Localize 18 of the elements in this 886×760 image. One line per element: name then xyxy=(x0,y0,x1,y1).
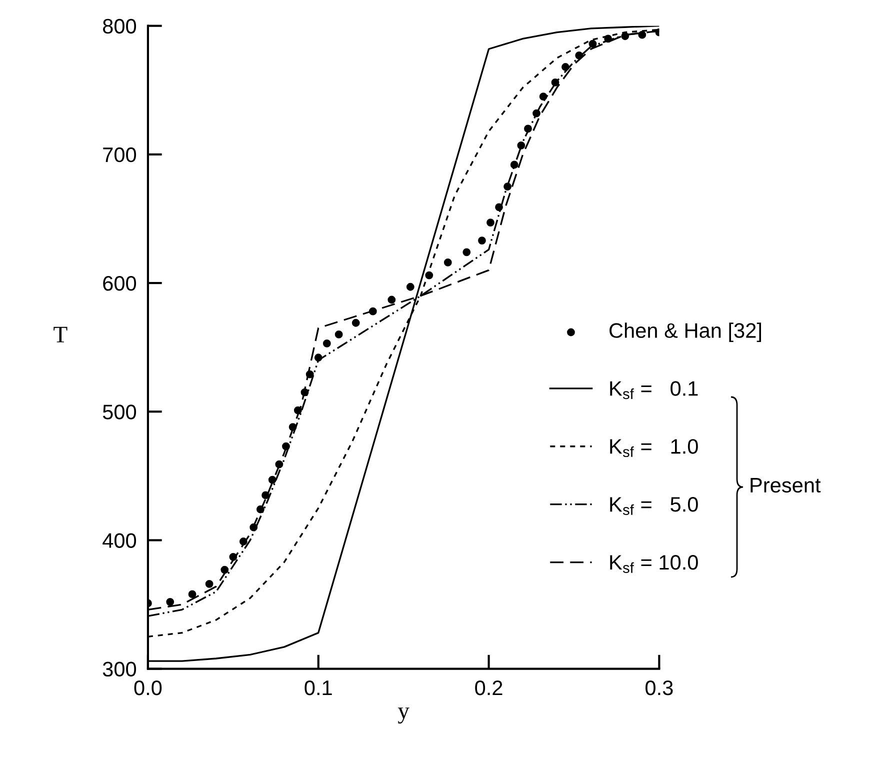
text: Present xyxy=(750,478,821,493)
x-axis-title: y xyxy=(398,708,410,724)
y-tick-label: 500 xyxy=(102,404,136,420)
y-tick-label: 700 xyxy=(103,147,136,162)
legend-label: K$_{sf}$ = 0.1 xyxy=(610,381,698,400)
legend-label: K$_{sf}$ = 1.0 xyxy=(610,439,698,458)
y-tick-label: 400 xyxy=(102,533,136,548)
x-tick-label: 0.2 xyxy=(475,680,502,696)
x-tick-label: 0.3 xyxy=(646,680,673,696)
legend-label: K$_{sf}$ = 5.0 xyxy=(610,497,698,516)
legend-label: K$_{sf}$ = 10.0 xyxy=(610,554,698,573)
y-axis-title: T xyxy=(54,326,68,342)
legend-label: Chen & Han [32] xyxy=(610,322,762,342)
y-tick-label: 300 xyxy=(102,662,136,677)
y-tick-label: 800 xyxy=(103,18,136,34)
y-tick-label: 600 xyxy=(103,276,136,291)
x-tick-label: 0.1 xyxy=(304,680,332,696)
x-tick-label: 0.0 xyxy=(134,680,162,696)
